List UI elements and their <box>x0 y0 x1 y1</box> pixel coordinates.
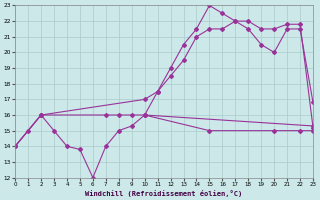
X-axis label: Windchill (Refroidissement éolien,°C): Windchill (Refroidissement éolien,°C) <box>85 190 243 197</box>
